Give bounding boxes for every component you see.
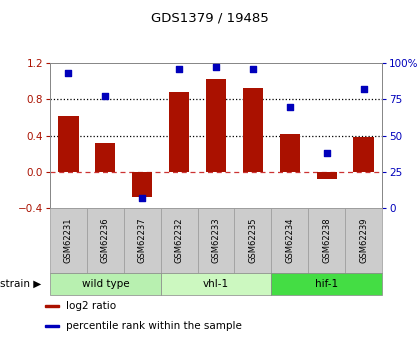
Point [213, 65, 219, 70]
Text: log2 ratio: log2 ratio [66, 301, 116, 311]
Text: GSM62236: GSM62236 [101, 218, 110, 263]
Bar [124, 208, 161, 273]
Point [139, 195, 146, 200]
Text: vhl-1: vhl-1 [203, 279, 229, 289]
Bar [345, 208, 382, 273]
Text: GSM62234: GSM62234 [285, 218, 294, 263]
Bar [87, 208, 124, 273]
Bar [132, 172, 152, 197]
Bar [271, 208, 308, 273]
Bar [45, 305, 59, 307]
Text: GSM62233: GSM62233 [212, 218, 220, 263]
Bar [58, 116, 79, 172]
Bar [161, 273, 271, 295]
Text: GSM62231: GSM62231 [64, 218, 73, 263]
Text: GSM62235: GSM62235 [248, 218, 257, 263]
Text: GSM62239: GSM62239 [359, 218, 368, 263]
Bar [50, 273, 161, 295]
Bar [271, 273, 382, 295]
Point [286, 104, 293, 109]
Text: GSM62232: GSM62232 [175, 218, 184, 263]
Point [65, 70, 72, 76]
Bar [197, 208, 234, 273]
Text: strain ▶: strain ▶ [0, 279, 42, 289]
Point [360, 86, 367, 92]
Bar [206, 79, 226, 172]
Text: wild type: wild type [81, 279, 129, 289]
Bar [317, 172, 337, 179]
Point [249, 66, 256, 71]
Bar [95, 143, 116, 172]
Point [176, 66, 182, 71]
Bar [243, 88, 263, 172]
Text: percentile rank within the sample: percentile rank within the sample [66, 321, 242, 331]
Bar [161, 208, 197, 273]
Text: hif-1: hif-1 [315, 279, 338, 289]
Bar [234, 208, 271, 273]
Point [102, 93, 109, 99]
Text: GDS1379 / 19485: GDS1379 / 19485 [151, 11, 269, 24]
Bar [45, 325, 59, 327]
Point [323, 150, 330, 156]
Bar [50, 208, 87, 273]
Bar [308, 208, 345, 273]
Bar [169, 92, 189, 172]
Text: GSM62237: GSM62237 [138, 218, 147, 263]
Bar [280, 134, 300, 172]
Text: GSM62238: GSM62238 [322, 218, 331, 263]
Bar [353, 137, 374, 172]
